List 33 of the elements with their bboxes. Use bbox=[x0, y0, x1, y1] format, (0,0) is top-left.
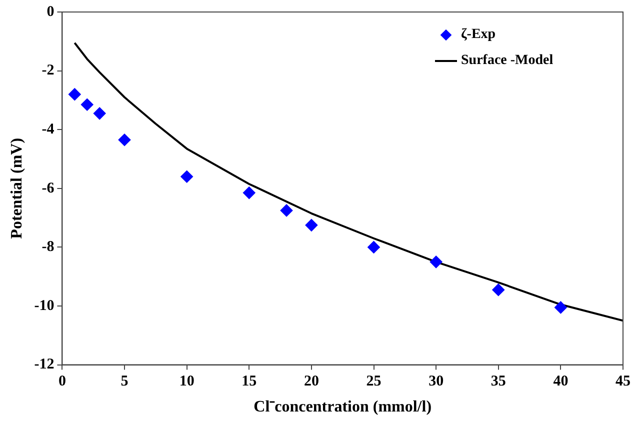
legend-label: Surface -Model bbox=[461, 52, 554, 70]
x-tick-label: 10 bbox=[179, 374, 194, 390]
point bbox=[368, 241, 380, 254]
x-tick-label: 35 bbox=[490, 374, 506, 390]
x-tick-label: 25 bbox=[366, 374, 382, 390]
y-tick-label: -6 bbox=[42, 180, 55, 196]
x-tick-label: 20 bbox=[304, 374, 319, 390]
x-axis-title: Cl⁻concentration (mmol/l) bbox=[254, 398, 432, 416]
y-tick-label: -10 bbox=[34, 298, 54, 314]
legend-label: ζ-Exp bbox=[461, 26, 496, 44]
y-tick-label: -8 bbox=[42, 239, 54, 256]
y-axis-title: Potential (mV) bbox=[8, 138, 26, 239]
point bbox=[68, 88, 81, 100]
y-tick-label: 0 bbox=[46, 4, 54, 20]
point bbox=[430, 256, 442, 268]
x-tick-label: 5 bbox=[120, 374, 128, 390]
y-tick-label: -2 bbox=[42, 62, 54, 79]
x-tick-label: 45 bbox=[616, 374, 630, 390]
point bbox=[280, 204, 293, 216]
x-tick-label: 15 bbox=[242, 374, 257, 390]
point bbox=[243, 186, 256, 199]
point bbox=[492, 284, 504, 296]
point bbox=[81, 98, 94, 111]
y-tick-label: -4 bbox=[42, 121, 55, 138]
point bbox=[180, 170, 193, 183]
point bbox=[305, 219, 318, 232]
x-tick-label: 30 bbox=[428, 374, 444, 390]
point bbox=[94, 107, 106, 120]
x-tick-label: 0 bbox=[58, 374, 66, 390]
point bbox=[118, 134, 131, 146]
y-tick-label: -12 bbox=[34, 356, 54, 373]
x-tick-label: 40 bbox=[553, 374, 568, 390]
point bbox=[554, 301, 567, 314]
